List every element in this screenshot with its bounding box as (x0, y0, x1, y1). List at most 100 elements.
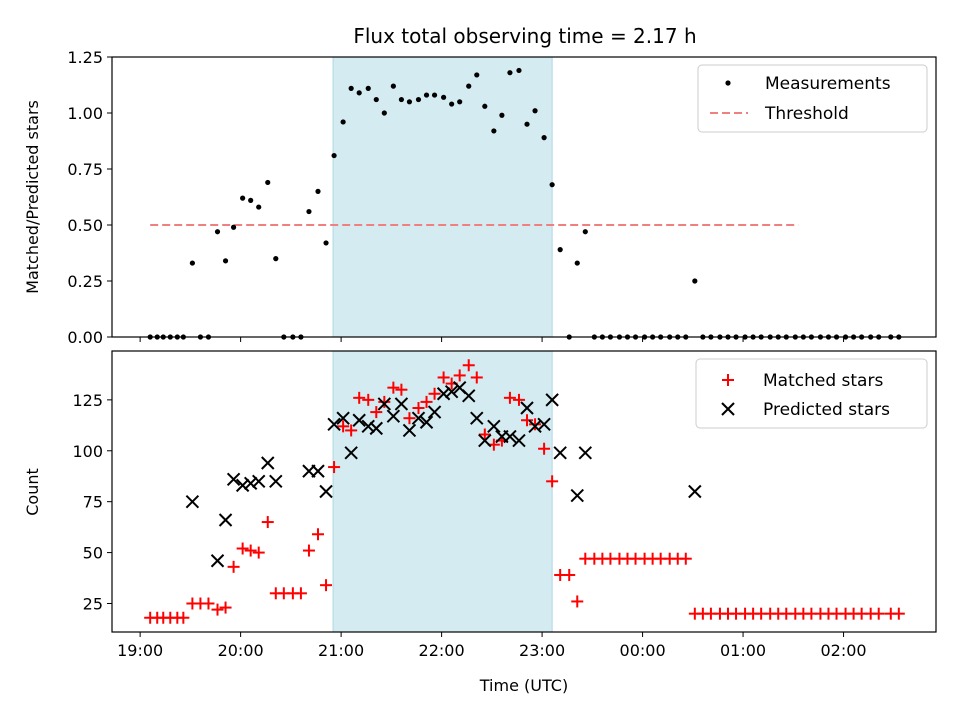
predicted-stars-point (336, 411, 350, 425)
measurements-point (692, 278, 698, 284)
predicted-stars-point (210, 554, 225, 568)
predicted-stars-point (520, 401, 534, 415)
measurements-point (356, 90, 362, 96)
predicted-stars-point (470, 411, 484, 425)
matched-stars-point (571, 595, 584, 608)
chart-title: Flux total observing time = 2.17 h (353, 24, 696, 48)
measurements-point (423, 92, 430, 98)
legend-measurements-label: Measurements (765, 74, 891, 94)
matched-stars-point (679, 552, 692, 565)
ratio-legend-box (697, 64, 928, 133)
matched-stars-point (412, 402, 425, 415)
predicted-stars-point (436, 387, 451, 401)
predicted-stars-point (352, 413, 366, 427)
measurements-point (248, 197, 254, 203)
predicted-stars-point (235, 478, 250, 493)
matched-stars-point (892, 607, 905, 620)
ratio-panel-frame (111, 56, 937, 338)
measurements-point (256, 204, 262, 210)
matched-stars-point (236, 542, 249, 555)
y-tick-label: 100 (72, 442, 103, 461)
measurements-point (474, 72, 480, 78)
measurements-point (415, 96, 422, 103)
predicted-stars-point (411, 411, 426, 425)
measurements-point (306, 208, 312, 215)
count-x-axis-label: Time (UTC) (479, 676, 568, 695)
predicted-stars-point (243, 476, 258, 491)
matched-stars-point (387, 381, 400, 394)
matched-stars-point (872, 607, 885, 620)
x-tick-label: 19:00 (117, 641, 163, 660)
count-panel-frame (111, 350, 937, 633)
matched-stars-point (211, 603, 224, 616)
legend-predicted-label: Predicted stars (763, 400, 890, 420)
legend-matched-label: Matched stars (763, 371, 883, 391)
matched-stars-point (437, 371, 450, 384)
measurements-point (315, 188, 321, 194)
predicted-stars-point (578, 446, 593, 460)
predicted-stars-point (185, 494, 200, 509)
matched-stars-point (395, 383, 408, 396)
predicted-stars-point (252, 474, 266, 489)
matched-stars-point (362, 393, 375, 406)
matched-stars-point (202, 597, 215, 610)
predicted-stars-point (462, 389, 476, 403)
predicted-stars-point (512, 433, 526, 448)
measurements-point (482, 103, 488, 109)
measurements-point (340, 119, 346, 125)
measurements-point (189, 260, 195, 266)
predicted-stars-point (570, 488, 584, 503)
observing-window-span (332, 56, 553, 338)
matched-stars-point (512, 393, 525, 406)
matched-stars-point (420, 395, 433, 408)
measurements-point (557, 247, 563, 253)
measurements-point (582, 229, 588, 235)
matched-stars-point (312, 528, 324, 541)
matched-stars-point (252, 546, 265, 559)
matched-stars-point (294, 587, 307, 600)
measurements-point (373, 96, 379, 103)
measurements-point (532, 108, 538, 114)
measurements-point (273, 256, 279, 262)
measurements-point (398, 96, 405, 103)
predicted-stars-point (344, 446, 358, 460)
measurements-point (507, 70, 513, 76)
x-tick-label: 00:00 (620, 641, 666, 660)
predicted-stars-point (261, 456, 275, 470)
matched-stars-point (563, 568, 576, 581)
matched-stars-point (378, 395, 391, 408)
predicted-stars-point (419, 415, 434, 429)
measurements-point (499, 112, 505, 118)
matched-stars-point (328, 461, 341, 474)
predicted-stars-point (478, 433, 492, 448)
measurements-point (265, 179, 271, 186)
legend-matched-marker (722, 374, 734, 386)
predicted-stars-point (311, 464, 325, 478)
ratio-y-axis-label: Matched/Predicted stars (23, 100, 42, 294)
measurements-point (390, 83, 396, 89)
measurements-point (381, 110, 387, 116)
y-tick-label: 50 (83, 544, 103, 563)
predicted-stars-point (487, 419, 501, 434)
measurements-point (222, 258, 229, 264)
predicted-stars-point (327, 417, 341, 432)
predicted-stars-point (553, 446, 567, 460)
y-tick-label: 25 (83, 594, 103, 613)
matched-stars-point (320, 579, 333, 592)
matched-stars-point (403, 412, 416, 425)
predicted-stars-point (537, 417, 551, 432)
matched-stars-point (453, 369, 466, 382)
matched-stars-point (546, 475, 559, 488)
predicted-stars-point (361, 419, 375, 434)
count-legend-box (695, 358, 928, 429)
predicted-stars-point (319, 484, 333, 499)
x-tick-label: 23:00 (519, 641, 565, 660)
predicted-stars-point (427, 405, 442, 419)
predicted-stars-point (394, 397, 409, 411)
predicted-stars-point (402, 423, 417, 438)
predicted-stars-point (269, 474, 283, 489)
matched-stars-point (177, 611, 190, 624)
measurements-point (348, 85, 354, 91)
matched-stars-point (353, 391, 366, 404)
